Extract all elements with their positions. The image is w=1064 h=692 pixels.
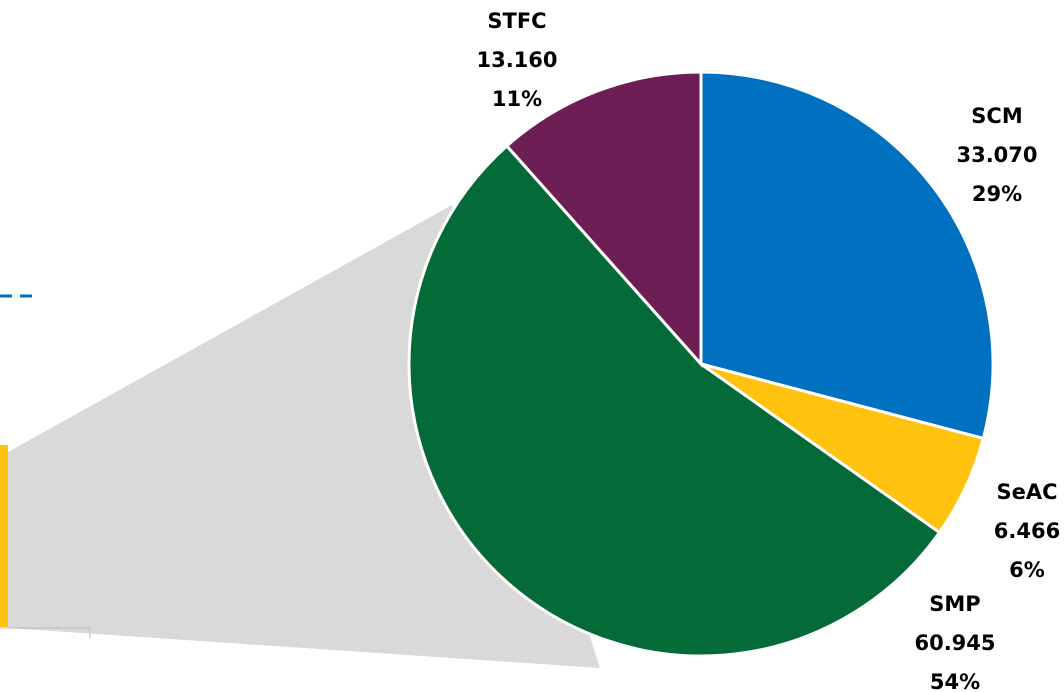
slice-percent: 11% (492, 87, 542, 111)
left-bar (0, 445, 8, 627)
pie-slice (699, 70, 995, 441)
labels: SCM 33.070 29% SeAC 6.466 6% SMP 60.945 54% STFC 1… (476, 9, 1060, 692)
slice-percent: 54% (930, 670, 980, 692)
slice-name: STFC (487, 9, 546, 33)
slice-value: 60.945 (914, 631, 995, 655)
pie-slice (407, 143, 942, 658)
slice-percent: 29% (972, 182, 1022, 206)
slice-name: SCM (971, 104, 1022, 128)
pie (407, 70, 995, 658)
slice-percent: 6% (1009, 558, 1045, 582)
slice-name: SMP (929, 592, 980, 616)
slice-value: 6.466 (994, 519, 1060, 543)
slice-name: SeAC (996, 480, 1057, 504)
slice-value: 33.070 (956, 143, 1037, 167)
slice-value: 13.160 (476, 48, 557, 72)
pie-slice (504, 70, 703, 368)
